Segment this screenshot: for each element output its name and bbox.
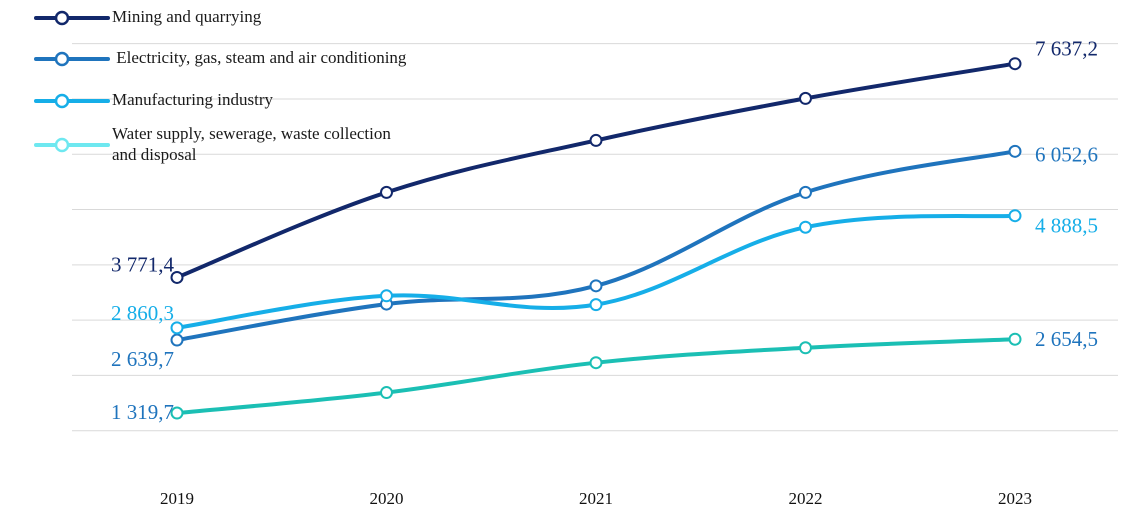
legend-marker-mining bbox=[34, 10, 110, 26]
data-point bbox=[799, 220, 812, 234]
legend-marker-electricity bbox=[34, 51, 110, 67]
x-tick-label: 2020 bbox=[370, 489, 404, 507]
x-tick-label: 2021 bbox=[579, 489, 613, 507]
data-point bbox=[1008, 332, 1022, 346]
data-point bbox=[170, 406, 184, 420]
legend-marker-water bbox=[34, 137, 110, 153]
data-label: 2 860,3 bbox=[111, 301, 174, 325]
legend-marker-manufacturing bbox=[34, 93, 110, 109]
data-point bbox=[380, 289, 393, 303]
grid-lines bbox=[72, 43, 1118, 432]
data-point bbox=[589, 279, 603, 293]
data-point bbox=[799, 341, 812, 355]
data-point bbox=[380, 386, 393, 400]
legend-marker-circle bbox=[54, 10, 70, 26]
legend-label-mining: Mining and quarrying bbox=[112, 7, 262, 26]
data-label: 2 639,7 bbox=[111, 347, 174, 371]
legend-marker-circle bbox=[54, 137, 70, 153]
data-point bbox=[170, 333, 184, 347]
data-point bbox=[589, 356, 603, 370]
data-point bbox=[589, 298, 603, 312]
data-point bbox=[589, 133, 603, 147]
data-point bbox=[799, 185, 812, 199]
data-point bbox=[1008, 57, 1022, 71]
data-point bbox=[170, 321, 184, 335]
data-points bbox=[170, 57, 1022, 420]
legend-label-manufacturing: Manufacturing industry bbox=[112, 90, 273, 109]
data-label: 4 888,5 bbox=[1035, 214, 1098, 238]
data-point bbox=[799, 91, 812, 105]
series-line bbox=[175, 337, 1017, 416]
series-line bbox=[175, 149, 1017, 343]
data-point bbox=[1008, 144, 1022, 158]
data-point bbox=[380, 185, 393, 199]
data-label: 1 319,7 bbox=[111, 400, 174, 424]
data-label: 3 771,4 bbox=[111, 252, 175, 276]
x-axis-tick-labels: 2019 2020 2021 2022 2023 bbox=[160, 489, 1032, 507]
data-labels: 3 771,4 7 637,2 2 639,7 6 052,6 2 860,3 4 888… bbox=[111, 37, 1098, 424]
data-point bbox=[1008, 209, 1022, 223]
legend-marker-circle bbox=[54, 93, 70, 109]
legend-label-electricity: Electricity, gas, steam and air conditio… bbox=[112, 48, 407, 67]
data-point bbox=[170, 270, 184, 284]
data-label: 6 052,6 bbox=[1035, 142, 1098, 166]
legend-label-water: Water supply, sewerage, waste collection… bbox=[112, 124, 391, 164]
x-tick-label: 2023 bbox=[998, 489, 1032, 507]
x-tick-label: 2019 bbox=[160, 489, 194, 507]
data-label: 2 654,5 bbox=[1035, 327, 1098, 351]
x-tick-label: 2022 bbox=[789, 489, 823, 507]
data-label: 7 637,2 bbox=[1035, 37, 1098, 61]
legend-marker-circle bbox=[54, 51, 70, 67]
